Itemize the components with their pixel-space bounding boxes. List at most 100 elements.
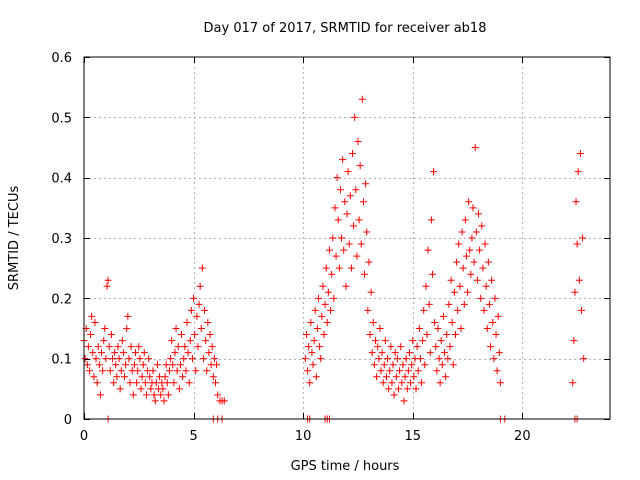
data-point	[99, 367, 107, 375]
data-point	[96, 391, 104, 399]
data-point	[313, 325, 321, 332]
data-point	[427, 216, 435, 224]
data-point	[419, 337, 427, 345]
data-point	[436, 379, 444, 387]
data-point	[354, 137, 362, 145]
data-point	[438, 361, 446, 369]
data-point	[129, 391, 137, 399]
data-point	[179, 373, 187, 381]
data-point	[302, 331, 310, 339]
data-point	[473, 276, 481, 284]
data-point	[356, 162, 364, 170]
data-point	[323, 318, 331, 326]
data-point	[310, 337, 318, 345]
data-point	[93, 379, 101, 387]
data-point	[319, 282, 327, 290]
data-point	[339, 156, 347, 164]
y-tick-label: 0.2	[51, 292, 72, 307]
data-point	[167, 355, 175, 363]
data-point	[368, 349, 376, 357]
data-point	[455, 240, 463, 248]
data-point	[185, 379, 193, 387]
data-point	[331, 204, 339, 212]
data-point	[464, 288, 472, 296]
data-point	[220, 397, 228, 405]
data-point	[371, 337, 379, 345]
data-point	[197, 325, 205, 332]
data-point	[401, 373, 409, 381]
data-point	[301, 355, 309, 363]
data-point	[414, 367, 422, 375]
data-point	[386, 367, 394, 375]
data-point	[403, 385, 411, 393]
data-point	[130, 361, 138, 369]
data-point	[451, 331, 459, 339]
data-point	[176, 361, 184, 369]
data-point	[416, 355, 424, 363]
data-point	[315, 294, 323, 302]
data-point	[422, 282, 430, 290]
data-point	[210, 355, 218, 363]
data-point	[397, 343, 405, 351]
data-point	[431, 318, 439, 326]
data-point	[182, 367, 190, 375]
data-point	[98, 349, 106, 357]
data-point	[342, 282, 350, 290]
data-points	[80, 95, 588, 423]
data-point	[421, 361, 429, 369]
data-point	[89, 349, 97, 357]
y-tick-label: 0.1	[51, 353, 72, 368]
data-point	[468, 234, 476, 242]
data-point	[317, 355, 325, 363]
x-tick-label: 5	[189, 429, 197, 444]
data-point	[136, 355, 144, 363]
data-point	[580, 355, 588, 363]
data-point	[393, 355, 401, 363]
data-point	[213, 361, 221, 369]
data-point	[133, 379, 141, 387]
data-point	[203, 367, 211, 375]
data-point	[204, 318, 212, 326]
data-point	[191, 331, 199, 339]
data-point	[432, 343, 440, 351]
data-point	[140, 349, 148, 357]
data-point	[457, 325, 465, 332]
data-point	[381, 337, 389, 345]
data-point	[95, 361, 103, 369]
data-point	[347, 264, 355, 272]
data-point	[104, 276, 112, 284]
data-point	[138, 373, 146, 381]
data-point	[491, 294, 499, 302]
x-tick-label: 15	[404, 429, 421, 444]
data-point	[335, 264, 343, 272]
data-point	[192, 367, 200, 375]
data-point	[437, 337, 445, 345]
data-point	[575, 276, 583, 284]
data-point	[373, 373, 381, 381]
data-point	[453, 258, 461, 266]
data-point	[111, 349, 119, 357]
data-point	[201, 306, 209, 314]
data-point	[150, 391, 158, 399]
data-point	[172, 325, 180, 332]
data-point	[145, 355, 153, 363]
data-point	[439, 312, 447, 320]
data-point	[471, 144, 479, 151]
data-point	[348, 150, 356, 158]
data-point	[460, 300, 468, 308]
data-point	[338, 234, 346, 242]
data-point	[375, 355, 383, 363]
data-point	[187, 306, 195, 314]
data-point	[362, 180, 370, 188]
data-point	[484, 258, 492, 266]
data-point	[374, 343, 382, 351]
data-point	[389, 361, 397, 369]
data-point	[146, 373, 154, 381]
data-point	[118, 337, 126, 345]
data-point	[395, 385, 403, 393]
data-point	[122, 361, 130, 369]
data-point	[456, 282, 464, 290]
y-tick-label: 0.4	[51, 172, 72, 187]
data-point	[212, 379, 219, 387]
